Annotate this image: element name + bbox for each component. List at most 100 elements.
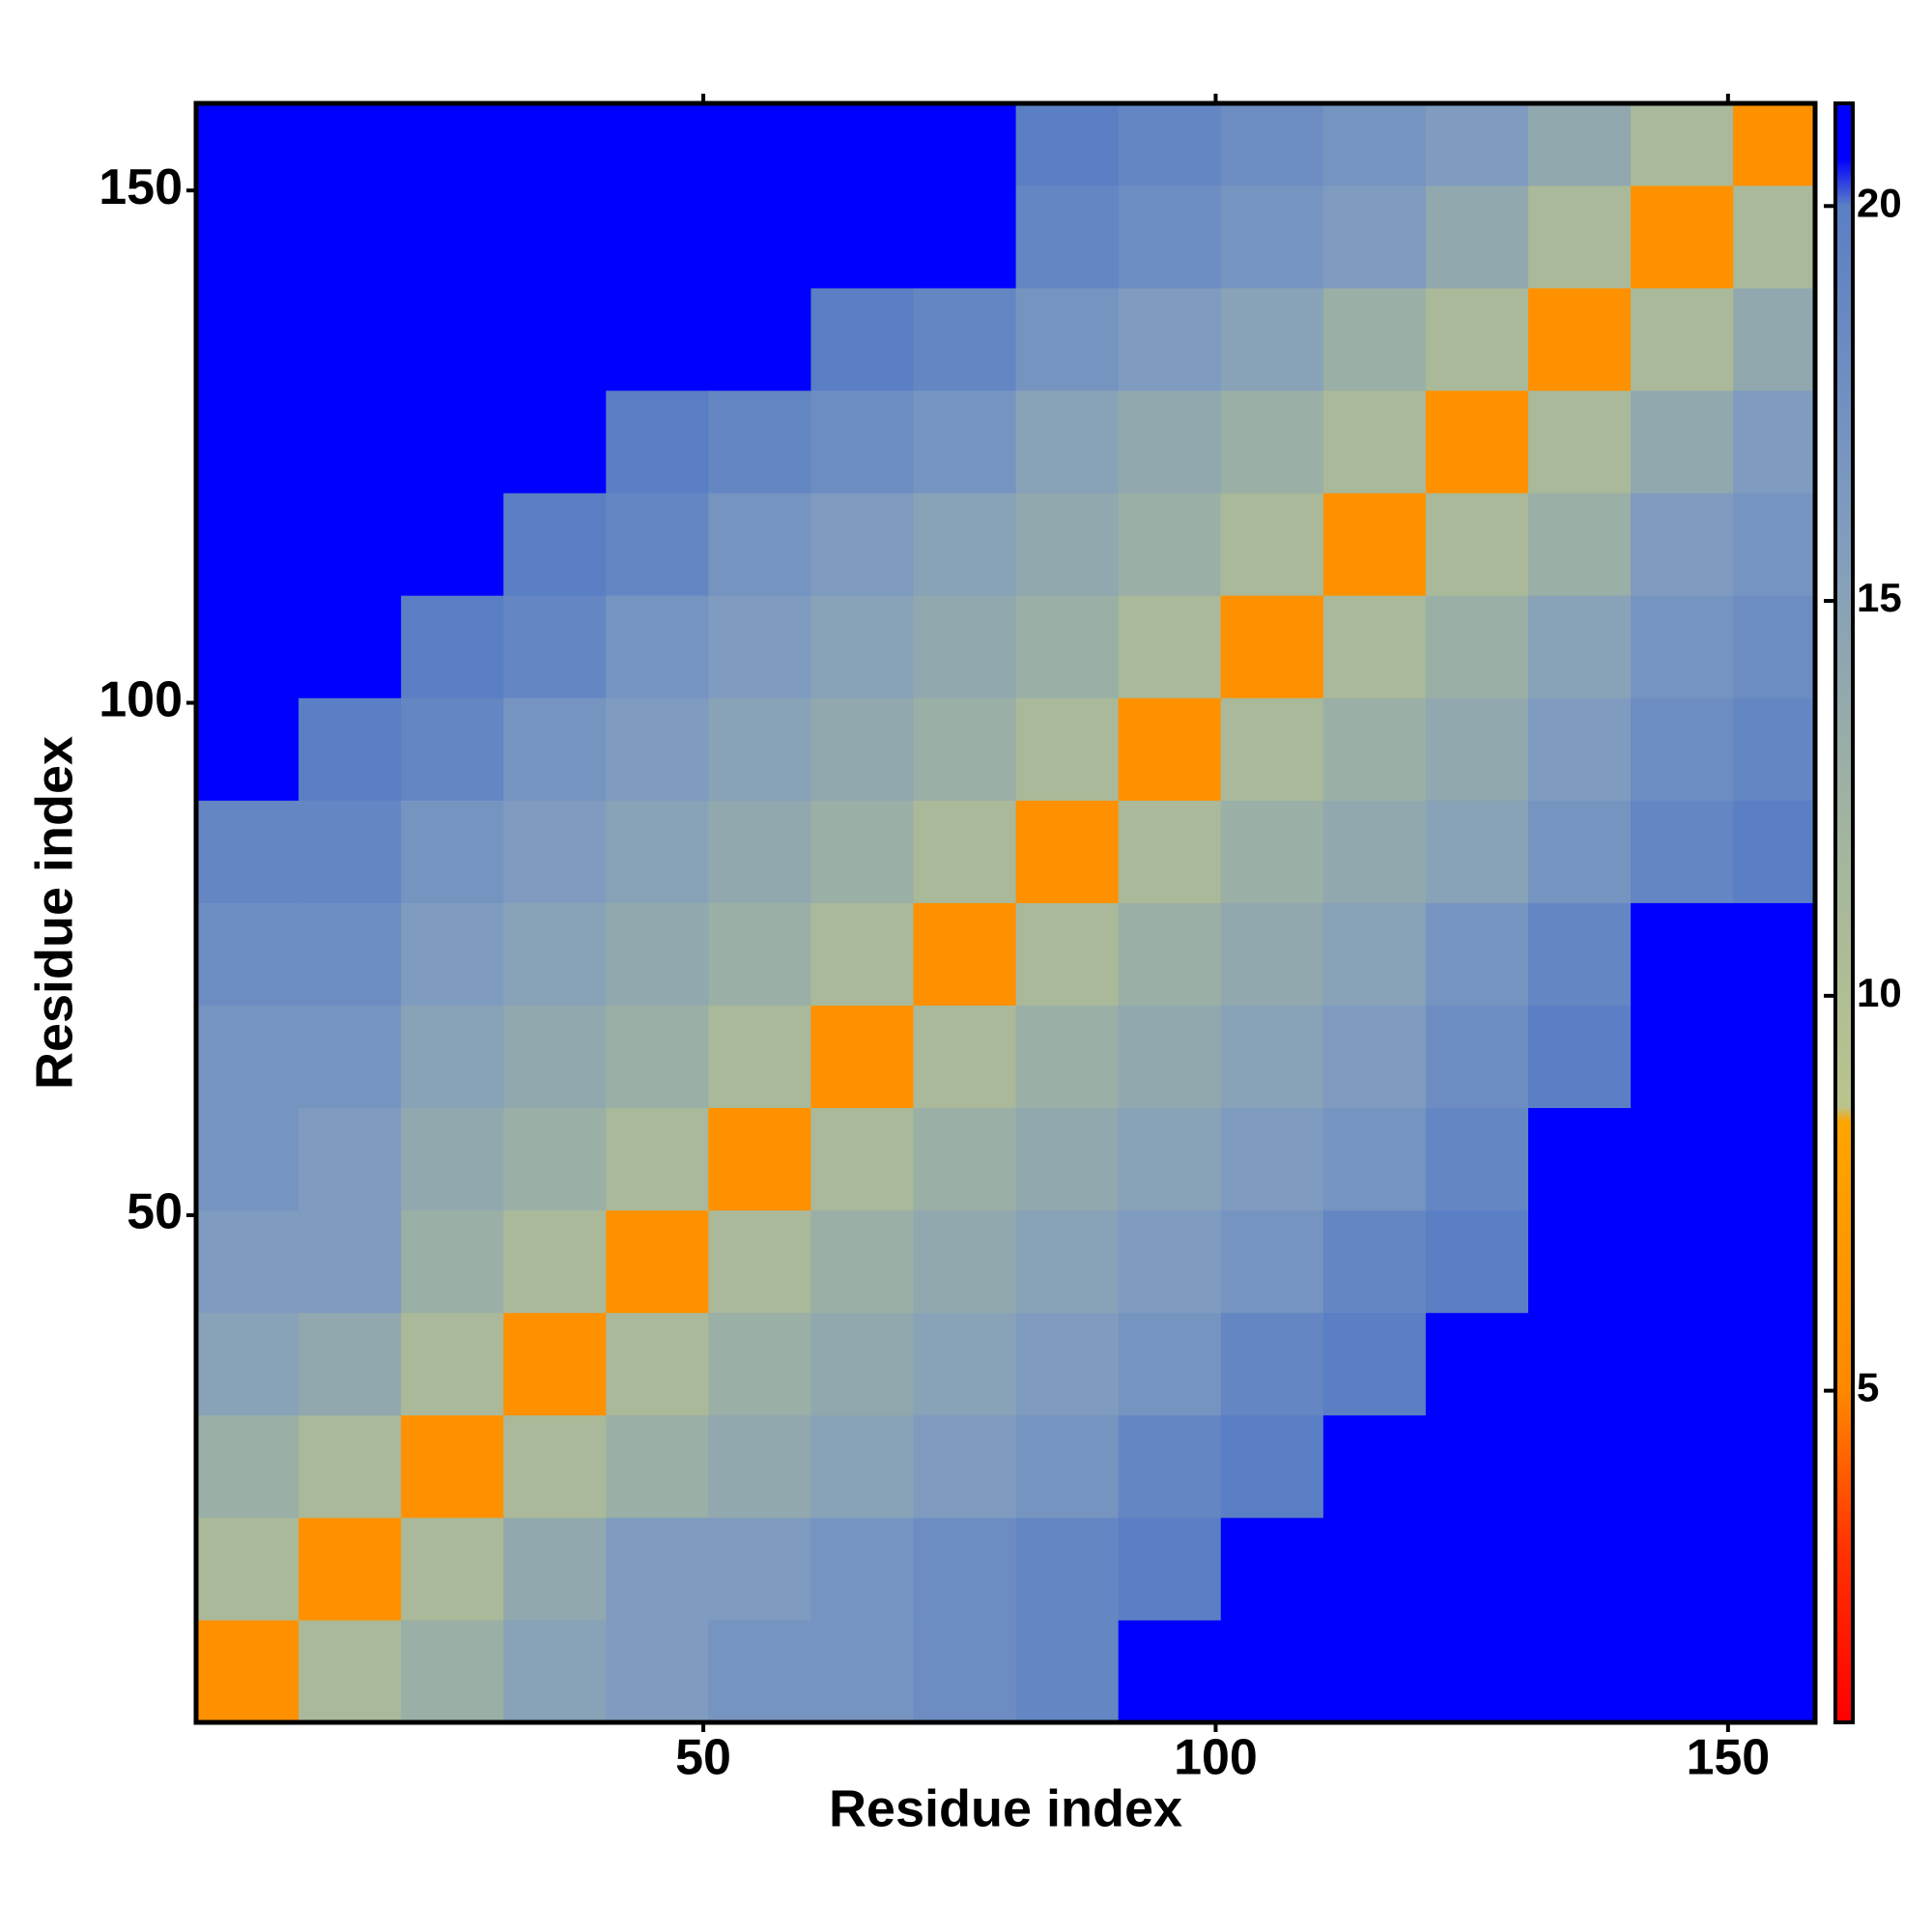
heatmap-cell	[913, 1312, 1017, 1416]
heatmap-cell	[1118, 1312, 1222, 1416]
heatmap-cell	[708, 493, 811, 596]
heatmap-cell	[1733, 902, 1816, 1006]
heatmap-cell	[913, 1619, 1017, 1723]
heatmap-cell	[298, 1005, 402, 1109]
heatmap-cell	[1015, 1414, 1120, 1519]
heatmap-cell	[298, 1414, 402, 1519]
heatmap-cell	[606, 493, 709, 596]
heatmap-cell	[1733, 185, 1816, 289]
heatmap-cell	[810, 902, 915, 1006]
heatmap-cell	[1425, 1107, 1529, 1211]
heatmap-cell	[1733, 1619, 1816, 1723]
heatmap-cell	[196, 800, 299, 903]
heatmap-cell	[1527, 1005, 1632, 1109]
heatmap-cell	[1322, 1005, 1427, 1109]
heatmap-cell	[196, 103, 299, 186]
heatmap-cell	[810, 185, 915, 289]
heatmap-cell	[1527, 1517, 1632, 1621]
heatmap-cell	[913, 1005, 1017, 1109]
heatmap-cell	[1220, 800, 1324, 903]
heatmap-cell	[1322, 103, 1427, 186]
heatmap-cell	[606, 1619, 709, 1723]
heatmap-cell	[708, 287, 811, 391]
heatmap-cell	[606, 1312, 709, 1416]
heatmap-cell	[1322, 1517, 1427, 1621]
heatmap-cell	[1425, 1209, 1529, 1314]
heatmap-cell	[1425, 1005, 1529, 1109]
x-tick-label: 100	[1174, 1730, 1258, 1786]
heatmap-cell	[1118, 390, 1222, 494]
heatmap-cell	[1733, 287, 1816, 391]
heatmap-cell	[810, 1209, 915, 1314]
heatmap-cell	[1527, 1209, 1632, 1314]
heatmap-cell	[913, 1209, 1017, 1314]
heatmap-cell	[810, 103, 915, 186]
heatmap-cell	[401, 1517, 504, 1621]
heatmap-cell	[913, 185, 1017, 289]
heatmap-cell	[1527, 103, 1632, 186]
heatmap-cell	[1015, 1107, 1120, 1211]
heatmap-cell	[1118, 287, 1222, 391]
heatmap-cell	[298, 493, 402, 596]
heatmap-cell	[1220, 103, 1324, 186]
heatmap-cell	[503, 287, 607, 391]
colorbar-tick-label: 15	[1857, 575, 1902, 620]
heatmap-cell	[913, 902, 1017, 1006]
heatmap-cell	[913, 103, 1017, 186]
heatmap-cell	[401, 800, 504, 903]
heatmap-cell	[1322, 1209, 1427, 1314]
colorbar	[1833, 101, 1855, 1724]
heatmap-cell	[1220, 1517, 1324, 1621]
heatmap-cell	[298, 800, 402, 903]
heatmap-cell	[810, 493, 915, 596]
heatmap-cell	[1118, 902, 1222, 1006]
heatmap-cell	[1322, 1414, 1427, 1519]
heatmap-cell	[810, 595, 915, 698]
heatmap-cell	[298, 287, 402, 391]
heatmap-cell	[298, 390, 402, 494]
heatmap-cell	[196, 1107, 299, 1211]
heatmap-cell	[1733, 493, 1816, 596]
heatmap-cell	[1015, 103, 1120, 186]
heatmap-cell	[503, 902, 607, 1006]
heatmap-cell	[196, 1517, 299, 1621]
heatmap-cell	[1527, 902, 1632, 1006]
heatmap-cell	[1220, 1107, 1324, 1211]
y-tick-label: 100	[99, 671, 183, 727]
heatmap-cell	[1322, 390, 1427, 494]
heatmap-cell	[503, 1005, 607, 1109]
heatmap-cell	[708, 1312, 811, 1416]
heatmap-cell	[1425, 595, 1529, 698]
heatmap-cell	[401, 185, 504, 289]
heatmap-cell	[606, 902, 709, 1006]
heatmap-cell	[401, 1414, 504, 1519]
heatmap-cell	[503, 697, 607, 801]
heatmap-cell	[1527, 185, 1632, 289]
heatmap-cell	[1631, 390, 1734, 494]
heatmap-cell	[1527, 390, 1632, 494]
heatmap-cell	[1733, 1414, 1816, 1519]
heatmap-cell	[1631, 1312, 1734, 1416]
heatmap-cell	[1220, 185, 1324, 289]
heatmap-cell	[708, 697, 811, 801]
heatmap-cell	[1118, 185, 1222, 289]
heatmap-cell	[606, 1517, 709, 1621]
heatmap-cell	[1631, 697, 1734, 801]
heatmap-cell	[1322, 800, 1427, 903]
colorbar-tick-label: 20	[1857, 180, 1902, 225]
heatmap-cell	[1733, 1005, 1816, 1109]
heatmap-cell	[810, 287, 915, 391]
heatmap-cell	[298, 185, 402, 289]
heatmap-cell	[1425, 493, 1529, 596]
heatmap-cell	[708, 595, 811, 698]
heatmap-cell	[810, 1312, 915, 1416]
heatmap-cell	[810, 1107, 915, 1211]
heatmap-cell	[1220, 1619, 1324, 1723]
heatmap-cell	[913, 287, 1017, 391]
heatmap-cell	[503, 103, 607, 186]
heatmap-cell	[1527, 1414, 1632, 1519]
heatmap-cell	[913, 595, 1017, 698]
heatmap-cell	[810, 1619, 915, 1723]
heatmap-cell	[708, 800, 811, 903]
